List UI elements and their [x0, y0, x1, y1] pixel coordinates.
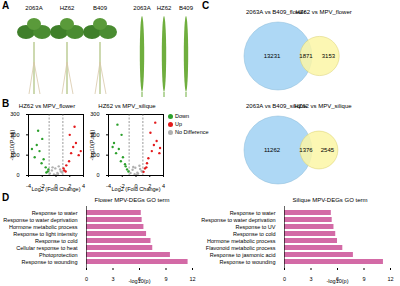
svg-text:-log10(p): -log10(p) — [326, 278, 348, 284]
svg-text:Hormone metabolic process: Hormone metabolic process — [207, 238, 276, 244]
svg-text:Cellular response to heat: Cellular response to heat — [16, 245, 78, 251]
svg-text:4: 4 — [82, 183, 85, 189]
html-text:B: B — [2, 98, 10, 109]
svg-text:Response to cold: Response to cold — [233, 231, 276, 237]
svg-text:1871: 1871 — [299, 53, 313, 59]
svg-text:Response to water: Response to water — [230, 210, 276, 216]
svg-text:-4: -4 — [26, 183, 31, 189]
html-text:D: D — [2, 192, 10, 203]
svg-text:300: 300 — [10, 111, 19, 117]
svg-text:12: 12 — [387, 276, 393, 282]
svg-text:11262: 11262 — [264, 147, 281, 153]
svg-text:4: 4 — [162, 183, 165, 189]
svg-text:-log10(P.adj): -log10(P.adj) — [89, 129, 95, 160]
svg-text:13231: 13231 — [264, 53, 281, 59]
svg-text:HZ62: HZ62 — [60, 5, 75, 11]
html-text:Silique MPV-DEGs GO term: Silique MPV-DEGs GO term — [292, 197, 368, 203]
svg-text:1376: 1376 — [299, 147, 313, 153]
svg-text:9: 9 — [164, 276, 167, 282]
svg-text:0: 0 — [16, 172, 19, 178]
html-text:Up: Up — [175, 121, 182, 127]
svg-text:-4: -4 — [106, 183, 111, 189]
svg-text:-log10(P.adj): -log10(P.adj) — [9, 129, 15, 160]
svg-text:Response to light intensity: Response to light intensity — [13, 231, 77, 237]
svg-text:0: 0 — [85, 276, 88, 282]
svg-text:2063A: 2063A — [133, 5, 150, 11]
svg-text:Response to wounding: Response to wounding — [22, 259, 78, 265]
svg-text:0: 0 — [283, 276, 286, 282]
svg-text:2545: 2545 — [321, 147, 335, 153]
html-text:HZ62 vs MPV_flower: HZ62 vs MPV_flower — [18, 103, 76, 109]
svg-text:Response to water deprivation: Response to water deprivation — [3, 217, 77, 223]
svg-text:B409: B409 — [93, 5, 108, 11]
svg-text:HZ62: HZ62 — [157, 5, 172, 11]
svg-text:Response to UV: Response to UV — [235, 224, 275, 230]
html-text:C: C — [202, 0, 210, 11]
svg-text:Photoprotection: Photoprotection — [39, 252, 78, 258]
svg-text:2063A: 2063A — [25, 5, 42, 11]
svg-text:300: 300 — [90, 111, 99, 117]
svg-text:Log2 (Fold Change): Log2 (Fold Change) — [32, 186, 81, 192]
html-text:Down: Down — [175, 113, 190, 119]
svg-text:3: 3 — [111, 276, 114, 282]
svg-text:Log2 (Fold Change): Log2 (Fold Change) — [112, 186, 161, 192]
svg-text:12: 12 — [189, 276, 195, 282]
svg-text:0: 0 — [96, 172, 99, 178]
html-text:No Difference: No Difference — [175, 129, 209, 135]
svg-text:HZ62 vs MPV_flower: HZ62 vs MPV_flower — [295, 9, 351, 15]
svg-text:-log10(p): -log10(p) — [128, 278, 150, 284]
html-text:A: A — [2, 0, 10, 11]
svg-text:Flavonoid metabolic process: Flavonoid metabolic process — [206, 245, 276, 251]
svg-text:Response to jasmonic acid: Response to jasmonic acid — [210, 252, 276, 258]
svg-text:Response to water: Response to water — [32, 210, 78, 216]
svg-text:Hormone metabolic process: Hormone metabolic process — [9, 224, 78, 230]
svg-text:Response to water deprivation: Response to water deprivation — [201, 217, 275, 223]
svg-text:3153: 3153 — [322, 53, 336, 59]
svg-text:HZ62 vs MPV_silique: HZ62 vs MPV_silique — [294, 103, 352, 109]
svg-text:9: 9 — [362, 276, 365, 282]
svg-text:B409: B409 — [179, 5, 194, 11]
svg-text:2063A vs B409_silique: 2063A vs B409_silique — [246, 103, 307, 109]
html-text:HZ62 vs MPV_silique: HZ62 vs MPV_silique — [98, 103, 156, 109]
svg-text:Response to cold: Response to cold — [35, 238, 78, 244]
html-text:Flower MPV-DEGs GO term: Flower MPV-DEGs GO term — [94, 197, 170, 203]
svg-text:3: 3 — [309, 276, 312, 282]
svg-text:Response to wounding: Response to wounding — [220, 259, 276, 265]
svg-text:2063A vs B409_flower: 2063A vs B409_flower — [246, 9, 306, 15]
